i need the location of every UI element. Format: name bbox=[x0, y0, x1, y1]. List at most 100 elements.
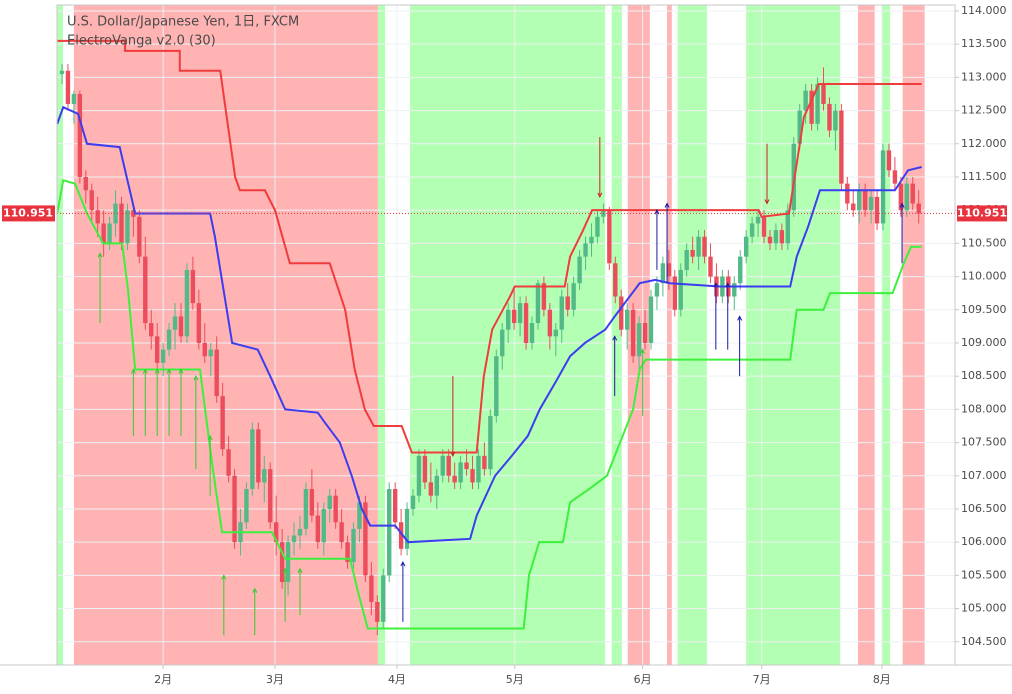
x-tick-label: 6月 bbox=[634, 673, 652, 686]
y-tick-label: 107.000 bbox=[961, 469, 1007, 482]
candle-body bbox=[666, 263, 672, 277]
candle-body bbox=[65, 70, 71, 104]
candle-body bbox=[428, 482, 434, 496]
plot-layer bbox=[56, 5, 955, 665]
candle-body bbox=[553, 329, 558, 337]
signal-arrowhead bbox=[97, 252, 103, 258]
signal-region bbox=[667, 5, 672, 665]
candle-body bbox=[642, 323, 648, 343]
candle-body bbox=[827, 103, 832, 131]
y-tick-label: 112.500 bbox=[961, 104, 1007, 117]
candle-body bbox=[422, 455, 428, 483]
last-price-label: 110.951 bbox=[3, 206, 53, 219]
y-tick-label: 114.000 bbox=[961, 4, 1007, 17]
candle-body bbox=[398, 522, 404, 549]
signal-arrowhead bbox=[130, 368, 136, 374]
y-tick-label: 113.500 bbox=[961, 37, 1007, 50]
indicator-title: ElectroVanga v2.0 (30) bbox=[67, 34, 216, 49]
signal-arrowhead bbox=[725, 282, 731, 288]
candle-body bbox=[613, 263, 618, 297]
x-tick-label: 2月 bbox=[154, 673, 172, 686]
signal-arrowhead bbox=[640, 348, 646, 354]
candle-body bbox=[470, 469, 475, 483]
signal-arrowhead bbox=[166, 368, 172, 374]
candle-body bbox=[779, 230, 785, 244]
indicator-line bbox=[56, 105, 922, 544]
candle-body bbox=[404, 508, 410, 549]
candle-body bbox=[166, 329, 172, 350]
candle-body bbox=[309, 489, 315, 516]
y-tick-label: 104.500 bbox=[961, 635, 1007, 648]
candle-body bbox=[898, 183, 904, 211]
signal-arrowhead bbox=[400, 560, 406, 567]
signal-arrowhead bbox=[221, 574, 227, 580]
candle-body bbox=[279, 542, 285, 583]
y-tick-label: 109.000 bbox=[961, 336, 1007, 349]
candle-body bbox=[351, 528, 356, 563]
candle-body bbox=[452, 475, 457, 483]
last-price-box bbox=[2, 205, 55, 222]
candle-body bbox=[184, 269, 190, 337]
candle-body bbox=[71, 93, 77, 104]
candle-body bbox=[59, 70, 65, 75]
candle-body bbox=[268, 469, 273, 523]
signal-arrowhead bbox=[193, 375, 199, 381]
candle-body bbox=[672, 276, 677, 310]
candle-body bbox=[416, 455, 422, 496]
candle-body bbox=[761, 216, 767, 237]
signal-arrowhead bbox=[664, 202, 670, 208]
candle-body bbox=[220, 396, 225, 450]
candle-body bbox=[160, 349, 166, 363]
signal-arrowhead bbox=[654, 209, 660, 215]
candle-body bbox=[387, 489, 392, 576]
candle-body bbox=[862, 190, 868, 211]
x-tick-label: 8月 bbox=[873, 673, 891, 686]
candle-body bbox=[262, 469, 267, 483]
candle-body bbox=[702, 236, 707, 257]
candle-body bbox=[654, 283, 660, 297]
candle-body bbox=[333, 495, 338, 523]
signal-arrowhead bbox=[297, 567, 303, 573]
candle-body bbox=[523, 303, 529, 343]
y-tick-label: 110.500 bbox=[961, 236, 1007, 249]
candle-body bbox=[77, 93, 83, 177]
candle-body bbox=[886, 150, 892, 171]
candle-body bbox=[684, 250, 689, 270]
candle-body bbox=[595, 216, 600, 237]
candle-body bbox=[392, 489, 398, 523]
candle-body bbox=[83, 176, 88, 191]
candle-body bbox=[464, 462, 469, 470]
candle-body bbox=[773, 230, 779, 244]
signal-arrowhead bbox=[154, 368, 160, 374]
candle-body bbox=[178, 316, 184, 337]
candle-body bbox=[809, 90, 814, 124]
candle-body bbox=[619, 296, 624, 330]
y-tick-label: 111.500 bbox=[961, 170, 1007, 183]
candle-body bbox=[624, 309, 630, 330]
candle-body bbox=[369, 575, 374, 602]
candle-body bbox=[119, 203, 124, 244]
signal-arrowhead bbox=[737, 315, 743, 321]
candle-body bbox=[95, 210, 100, 224]
candle-body bbox=[506, 309, 511, 330]
candle-body bbox=[202, 342, 207, 357]
candle-body bbox=[868, 196, 874, 211]
candle-body bbox=[321, 508, 326, 543]
candle-body bbox=[476, 455, 481, 483]
indicator-line bbox=[56, 179, 922, 630]
signal-arrowhead bbox=[612, 335, 618, 341]
candle-body bbox=[571, 283, 576, 310]
candle-body bbox=[660, 263, 666, 284]
signal-arrowhead bbox=[142, 368, 148, 374]
candle-body bbox=[851, 203, 856, 211]
y-tick-label: 108.000 bbox=[961, 402, 1007, 415]
y-tick-label: 109.500 bbox=[961, 303, 1007, 316]
candle-body bbox=[732, 283, 737, 297]
candle-body bbox=[303, 489, 309, 529]
signal-arrowhead bbox=[178, 368, 184, 374]
candle-body bbox=[190, 269, 196, 304]
plot-frame bbox=[56, 4, 956, 666]
candle-body bbox=[375, 601, 380, 622]
signal-region bbox=[57, 5, 64, 665]
candle-body bbox=[113, 203, 118, 224]
